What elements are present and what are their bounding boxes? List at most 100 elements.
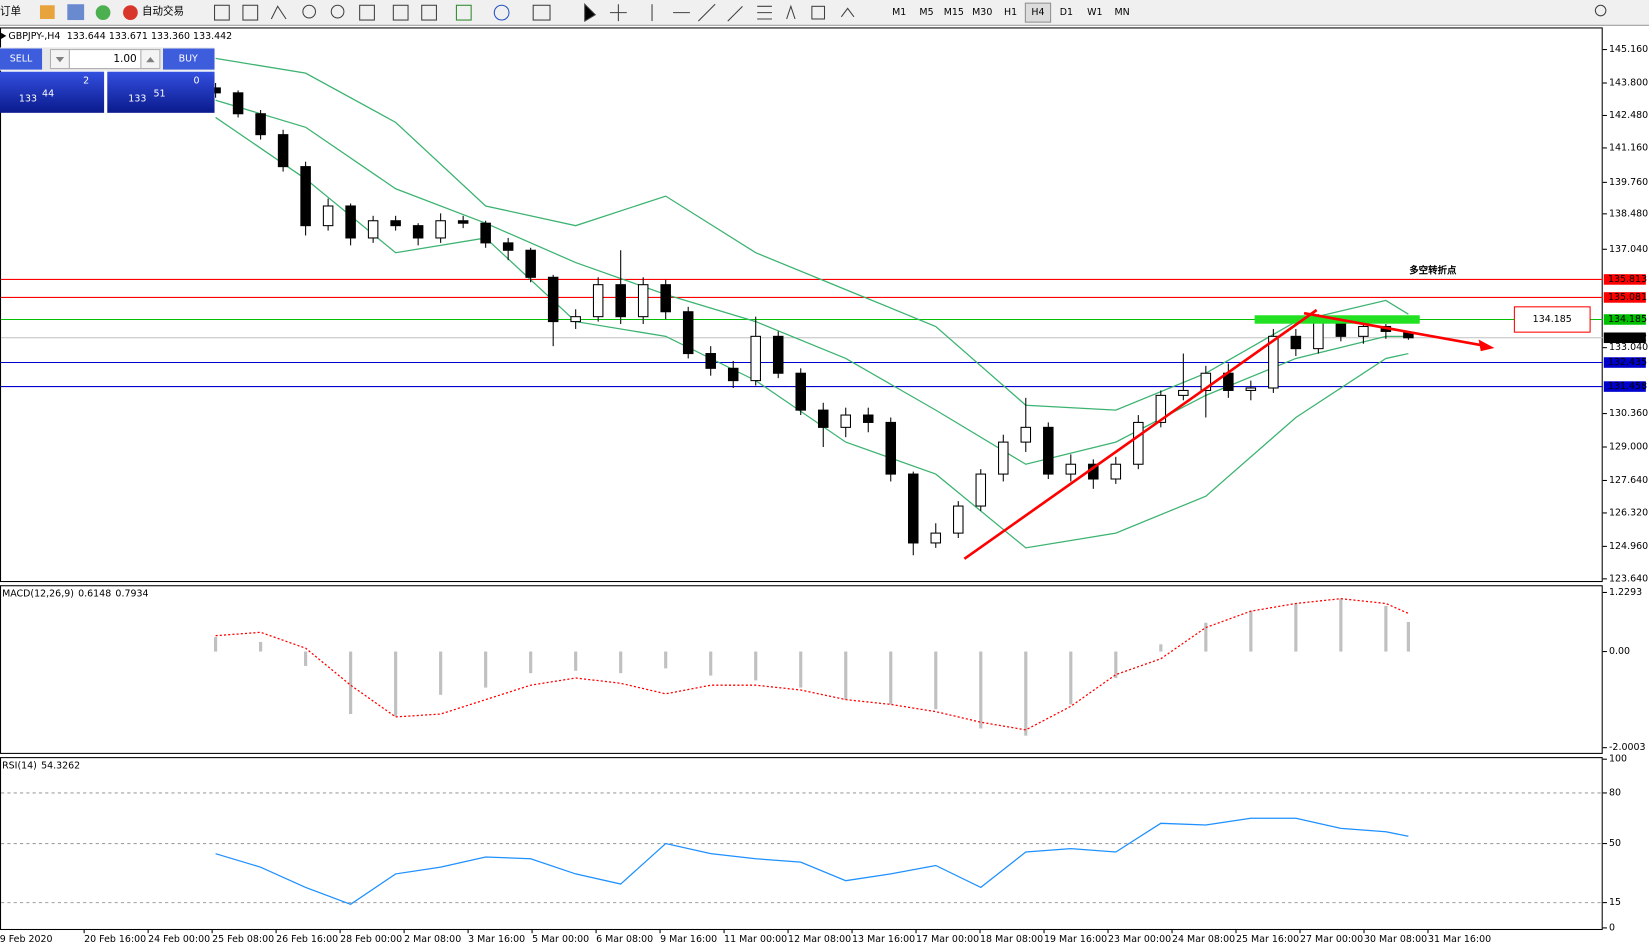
timeframe-button[interactable]: M30 (972, 7, 992, 18)
candle-body (570, 316, 581, 323)
drawn-objects (963, 308, 1495, 560)
macd-bar (574, 651, 578, 671)
timeframe-button[interactable]: H1 (1004, 7, 1017, 18)
x-tick-label: 24 Feb 00:00 (148, 934, 210, 945)
sell-button[interactable] (0, 48, 43, 70)
icon[interactable] (39, 5, 55, 19)
price-level-tag (1603, 332, 1646, 344)
icon[interactable] (786, 4, 796, 20)
y-tick-label: 100 (1609, 754, 1627, 765)
search-icon[interactable] (1594, 4, 1607, 17)
timeframe-button[interactable]: MN (1114, 7, 1129, 18)
y-tick-label: 139.760 (1609, 177, 1648, 188)
plot-area: 145.160 143.800 142.480 141.160 139.760 138.4… (0, 30, 1648, 945)
sell-price-box[interactable] (0, 71, 105, 113)
x-tick-label: 23 Mar 00:00 (1108, 934, 1171, 945)
price-level-label: 131.458 (1608, 381, 1647, 392)
y-tick-label: 1.2293 (1609, 587, 1642, 598)
price-pane (0, 27, 1603, 583)
rsi-pane (0, 757, 1603, 931)
new-order-button[interactable]: 订单 (0, 6, 21, 18)
icon[interactable] (421, 4, 437, 21)
y-tick-label: 145.160 (1609, 44, 1648, 55)
icon[interactable] (609, 4, 627, 22)
x-tick-label: 3 Mar 16:00 (468, 934, 525, 945)
x-tick-label: 24 Mar 08:00 (1172, 934, 1235, 945)
candle-body (457, 220, 469, 224)
macd-bar (1294, 603, 1298, 652)
icon[interactable] (840, 7, 855, 18)
buy-button[interactable] (163, 48, 215, 70)
macd-bar (1114, 651, 1118, 678)
timeframe-button[interactable]: M5 (919, 7, 933, 18)
price-level-tag (1603, 357, 1646, 368)
candle-body (322, 205, 334, 227)
y-tick-label: 138.480 (1609, 208, 1648, 219)
price-level-tag (1603, 314, 1646, 325)
icon[interactable] (67, 4, 85, 21)
auto-trade-button[interactable]: 自动交易 (142, 5, 184, 18)
annotation: 多空转折点 (1409, 264, 1457, 276)
price-level-label: 135.813 (1608, 274, 1647, 285)
x-tick-label: 28 Feb 00:00 (340, 934, 402, 945)
macd-bar (799, 651, 803, 688)
candle-body (300, 166, 311, 227)
bollinger-band (215, 99, 1409, 465)
level-callout-box (1513, 306, 1591, 333)
timeframe-button[interactable]: H4 (1031, 7, 1044, 18)
sell-label[interactable]: SELL (10, 54, 33, 65)
candle-body (1133, 421, 1144, 465)
candle-body (277, 134, 289, 168)
icon[interactable] (95, 5, 111, 21)
chart-title-symbol: GBPJPY-,H4 (8, 30, 60, 41)
indicator-title-part: RSI(14) (2, 760, 37, 771)
y-tick-label: 126.320 (1609, 507, 1648, 518)
timeframe-button[interactable]: M15 (944, 7, 964, 18)
candle-body (840, 414, 852, 428)
icon[interactable] (392, 4, 409, 21)
y-tick-label: 0.00 (1609, 646, 1630, 657)
buy-label[interactable]: BUY (179, 54, 198, 65)
candle-body (682, 311, 694, 355)
timeframe-button[interactable]: D1 (1060, 7, 1073, 18)
icon[interactable] (359, 4, 375, 21)
icon[interactable] (811, 5, 826, 20)
icon[interactable] (757, 5, 772, 20)
trend-line (1303, 311, 1486, 348)
y-tick-label: 50 (1609, 838, 1621, 849)
timeframe-button[interactable]: W1 (1087, 7, 1102, 18)
x-tick-label: 13 Mar 16:00 (852, 934, 915, 945)
price-level-tag (1603, 292, 1646, 303)
x-tick-label: 12 Mar 08:00 (788, 934, 851, 945)
icon[interactable] (493, 4, 510, 21)
icon[interactable] (584, 2, 597, 23)
tool-icons (214, 2, 1607, 23)
timeframe-button[interactable]: M1 (892, 7, 906, 18)
icon[interactable] (302, 4, 317, 19)
timeframe-active[interactable] (1024, 2, 1052, 23)
icon[interactable] (532, 4, 551, 21)
macd-bar (1204, 622, 1208, 652)
icon[interactable] (727, 5, 743, 22)
icon[interactable] (455, 4, 472, 21)
icon[interactable] (330, 4, 345, 19)
icon[interactable] (697, 3, 716, 22)
candle-body (1200, 372, 1212, 391)
macd-bar (1406, 621, 1410, 652)
y-tick-label: 127.640 (1609, 475, 1648, 486)
auto-trade-icon[interactable] (123, 5, 138, 21)
indicator-title-part: 0.6148 (78, 588, 111, 599)
candle-body (862, 414, 874, 423)
x-tick-label: 27 Mar 00:00 (1300, 934, 1363, 945)
icon[interactable] (242, 4, 259, 21)
candle-body (1155, 394, 1167, 423)
x-tick-label: 6 Mar 08:00 (596, 934, 653, 945)
lot-value[interactable]: 1.00 (113, 53, 136, 65)
icon[interactable] (270, 5, 287, 20)
macd-bar (214, 637, 218, 652)
candle-body (908, 473, 919, 544)
candle-body (1178, 389, 1189, 396)
buy-price-box[interactable] (107, 71, 215, 113)
icon[interactable] (214, 4, 230, 21)
candle-body (412, 225, 424, 239)
